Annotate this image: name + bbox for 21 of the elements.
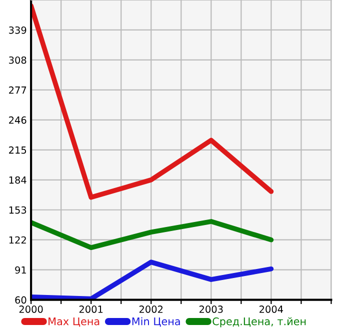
x-tick-label: 2004 xyxy=(260,306,283,313)
y-tick-label: 246 xyxy=(9,116,26,124)
x-tick-label: 2002 xyxy=(139,306,163,313)
line-series xyxy=(31,3,274,200)
y-tick-label: 215 xyxy=(9,146,26,154)
y-tick-label: 153 xyxy=(9,206,26,214)
x-tick-label: 2000 xyxy=(19,306,43,313)
y-tick-label: 339 xyxy=(9,26,26,34)
legend-label: Min Цена xyxy=(132,317,180,327)
x-tick-label: 2003 xyxy=(199,306,223,313)
y-tick-label: 308 xyxy=(9,56,26,64)
legend-label: Сред.Цена, т.йен xyxy=(212,317,306,328)
line-series xyxy=(31,260,274,300)
y-tick-label: 60 xyxy=(15,296,26,304)
y-tick-label: 122 xyxy=(9,236,26,244)
y-tick-label: 184 xyxy=(9,176,26,184)
y-tick-label: 91 xyxy=(15,266,26,274)
line-series xyxy=(31,219,274,250)
x-tick-label: 2001 xyxy=(79,306,103,313)
legend-label: Max Цена xyxy=(48,318,100,327)
y-tick-label: 277 xyxy=(9,86,26,94)
